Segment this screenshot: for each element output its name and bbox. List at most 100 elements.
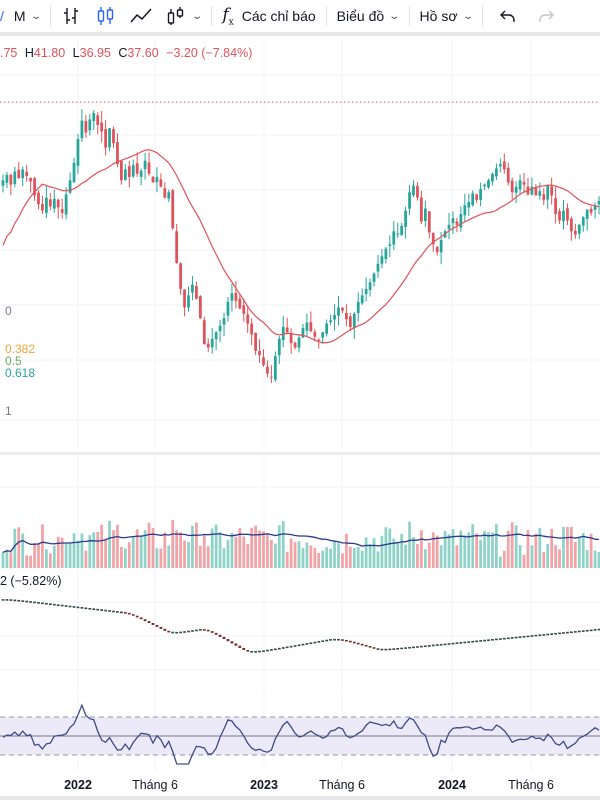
compare-candle xyxy=(123,612,127,614)
compare-candle xyxy=(495,638,498,641)
candle-body xyxy=(360,295,364,304)
candle-body xyxy=(25,171,29,176)
volume-bar xyxy=(487,532,490,568)
redo-button[interactable] xyxy=(529,0,563,34)
volume-bar xyxy=(372,538,376,568)
candle-body xyxy=(76,139,80,166)
compare-candle xyxy=(526,635,530,638)
compare-candle xyxy=(92,608,96,611)
rsi-pane[interactable] xyxy=(0,692,600,772)
compare-candle xyxy=(337,638,340,641)
candle-body xyxy=(345,312,348,320)
compare-candle xyxy=(321,640,325,643)
volume-bar xyxy=(281,520,285,568)
compare-candle xyxy=(356,642,360,645)
volume-bar xyxy=(52,545,56,568)
candle-body xyxy=(281,326,285,341)
volume-bar xyxy=(206,546,210,568)
candle-body xyxy=(337,307,340,316)
candle-body xyxy=(131,165,135,177)
candle-body xyxy=(530,186,534,195)
line-chart-type-button[interactable] xyxy=(123,0,159,34)
volume-bar xyxy=(329,548,332,568)
hollow-candle-chart-type-button[interactable]: ⌄ xyxy=(159,0,207,34)
candle-chart-type-button[interactable] xyxy=(89,0,123,34)
price-pane[interactable] xyxy=(0,40,600,450)
compare-candle xyxy=(21,600,25,602)
volume-bar xyxy=(108,520,111,568)
bar-chart-type-button[interactable] xyxy=(55,0,89,34)
compare-candle xyxy=(443,643,447,646)
compare-candle xyxy=(242,647,246,650)
volume-bar xyxy=(435,535,439,568)
volume-bar xyxy=(21,533,25,568)
fib-level-0382: 0.382 xyxy=(5,342,36,356)
compare-candle xyxy=(120,611,123,614)
compare-candle xyxy=(289,645,293,648)
compare-candle xyxy=(396,647,400,650)
candle-body xyxy=(45,197,48,213)
compare-candle xyxy=(459,642,463,644)
volume-bar xyxy=(420,530,423,568)
candle-body xyxy=(222,318,226,325)
candle-body xyxy=(159,179,163,187)
volume-bar xyxy=(506,530,510,568)
volume-bar xyxy=(100,524,104,568)
compare-candle xyxy=(558,632,561,635)
candle-body xyxy=(427,211,431,233)
volume-bar xyxy=(376,551,380,568)
candle-body xyxy=(127,166,131,178)
candle-body xyxy=(116,142,119,164)
redo-icon xyxy=(539,10,554,22)
volume-bar xyxy=(159,548,163,568)
indicators-button[interactable]: fx Các chỉ báo xyxy=(216,0,321,34)
compare-candle xyxy=(210,631,214,633)
candle-body xyxy=(514,186,518,193)
candle-body xyxy=(550,186,554,196)
fib-level-0: 0 xyxy=(5,304,12,318)
volume-bar xyxy=(179,532,182,568)
volume-ma-line xyxy=(2,533,600,553)
profile-menu-button[interactable]: Hồ sơ ⌄ xyxy=(414,0,478,34)
volume-bar xyxy=(238,528,242,568)
bottom-bar xyxy=(0,796,600,800)
compare-candle xyxy=(546,633,550,636)
volume-pane[interactable] xyxy=(0,455,600,570)
candle-body xyxy=(558,211,561,221)
interval-button[interactable]: / M ⌄ xyxy=(0,0,46,34)
volume-bar xyxy=(534,533,538,568)
compare-candle xyxy=(333,638,336,641)
compare-candle xyxy=(345,639,348,642)
compare-candle xyxy=(305,643,309,645)
candle-body xyxy=(163,188,167,198)
volume-bar xyxy=(530,545,534,568)
volume-bar xyxy=(88,535,92,568)
candle-body xyxy=(72,162,76,183)
candle-body xyxy=(384,248,388,259)
compare-pane[interactable] xyxy=(0,570,600,690)
compare-candle xyxy=(589,629,593,632)
volume-bar xyxy=(297,541,301,568)
pane-separator[interactable] xyxy=(0,452,600,455)
candle-body xyxy=(155,177,159,183)
undo-button[interactable] xyxy=(487,0,529,34)
interval-chevron-partial-icon: / xyxy=(0,8,4,24)
chart-menu-button[interactable]: Biểu đồ ⌄ xyxy=(331,0,405,34)
volume-bar xyxy=(467,532,471,568)
volume-bar xyxy=(392,538,396,568)
volume-bar xyxy=(337,543,340,568)
compare-candle xyxy=(412,646,415,649)
candle-body xyxy=(202,320,206,345)
volume-bar xyxy=(112,530,115,568)
candle-body xyxy=(392,231,396,245)
candle-body xyxy=(273,356,277,380)
candle-body xyxy=(41,203,44,211)
compare-candle xyxy=(463,641,467,644)
volume-bar xyxy=(416,544,419,568)
candle-body xyxy=(48,199,52,207)
volume-bar xyxy=(147,522,151,568)
candle-body xyxy=(404,210,407,227)
volume-bar xyxy=(483,530,486,568)
volume-bar xyxy=(187,541,190,568)
candle-body xyxy=(341,307,344,311)
